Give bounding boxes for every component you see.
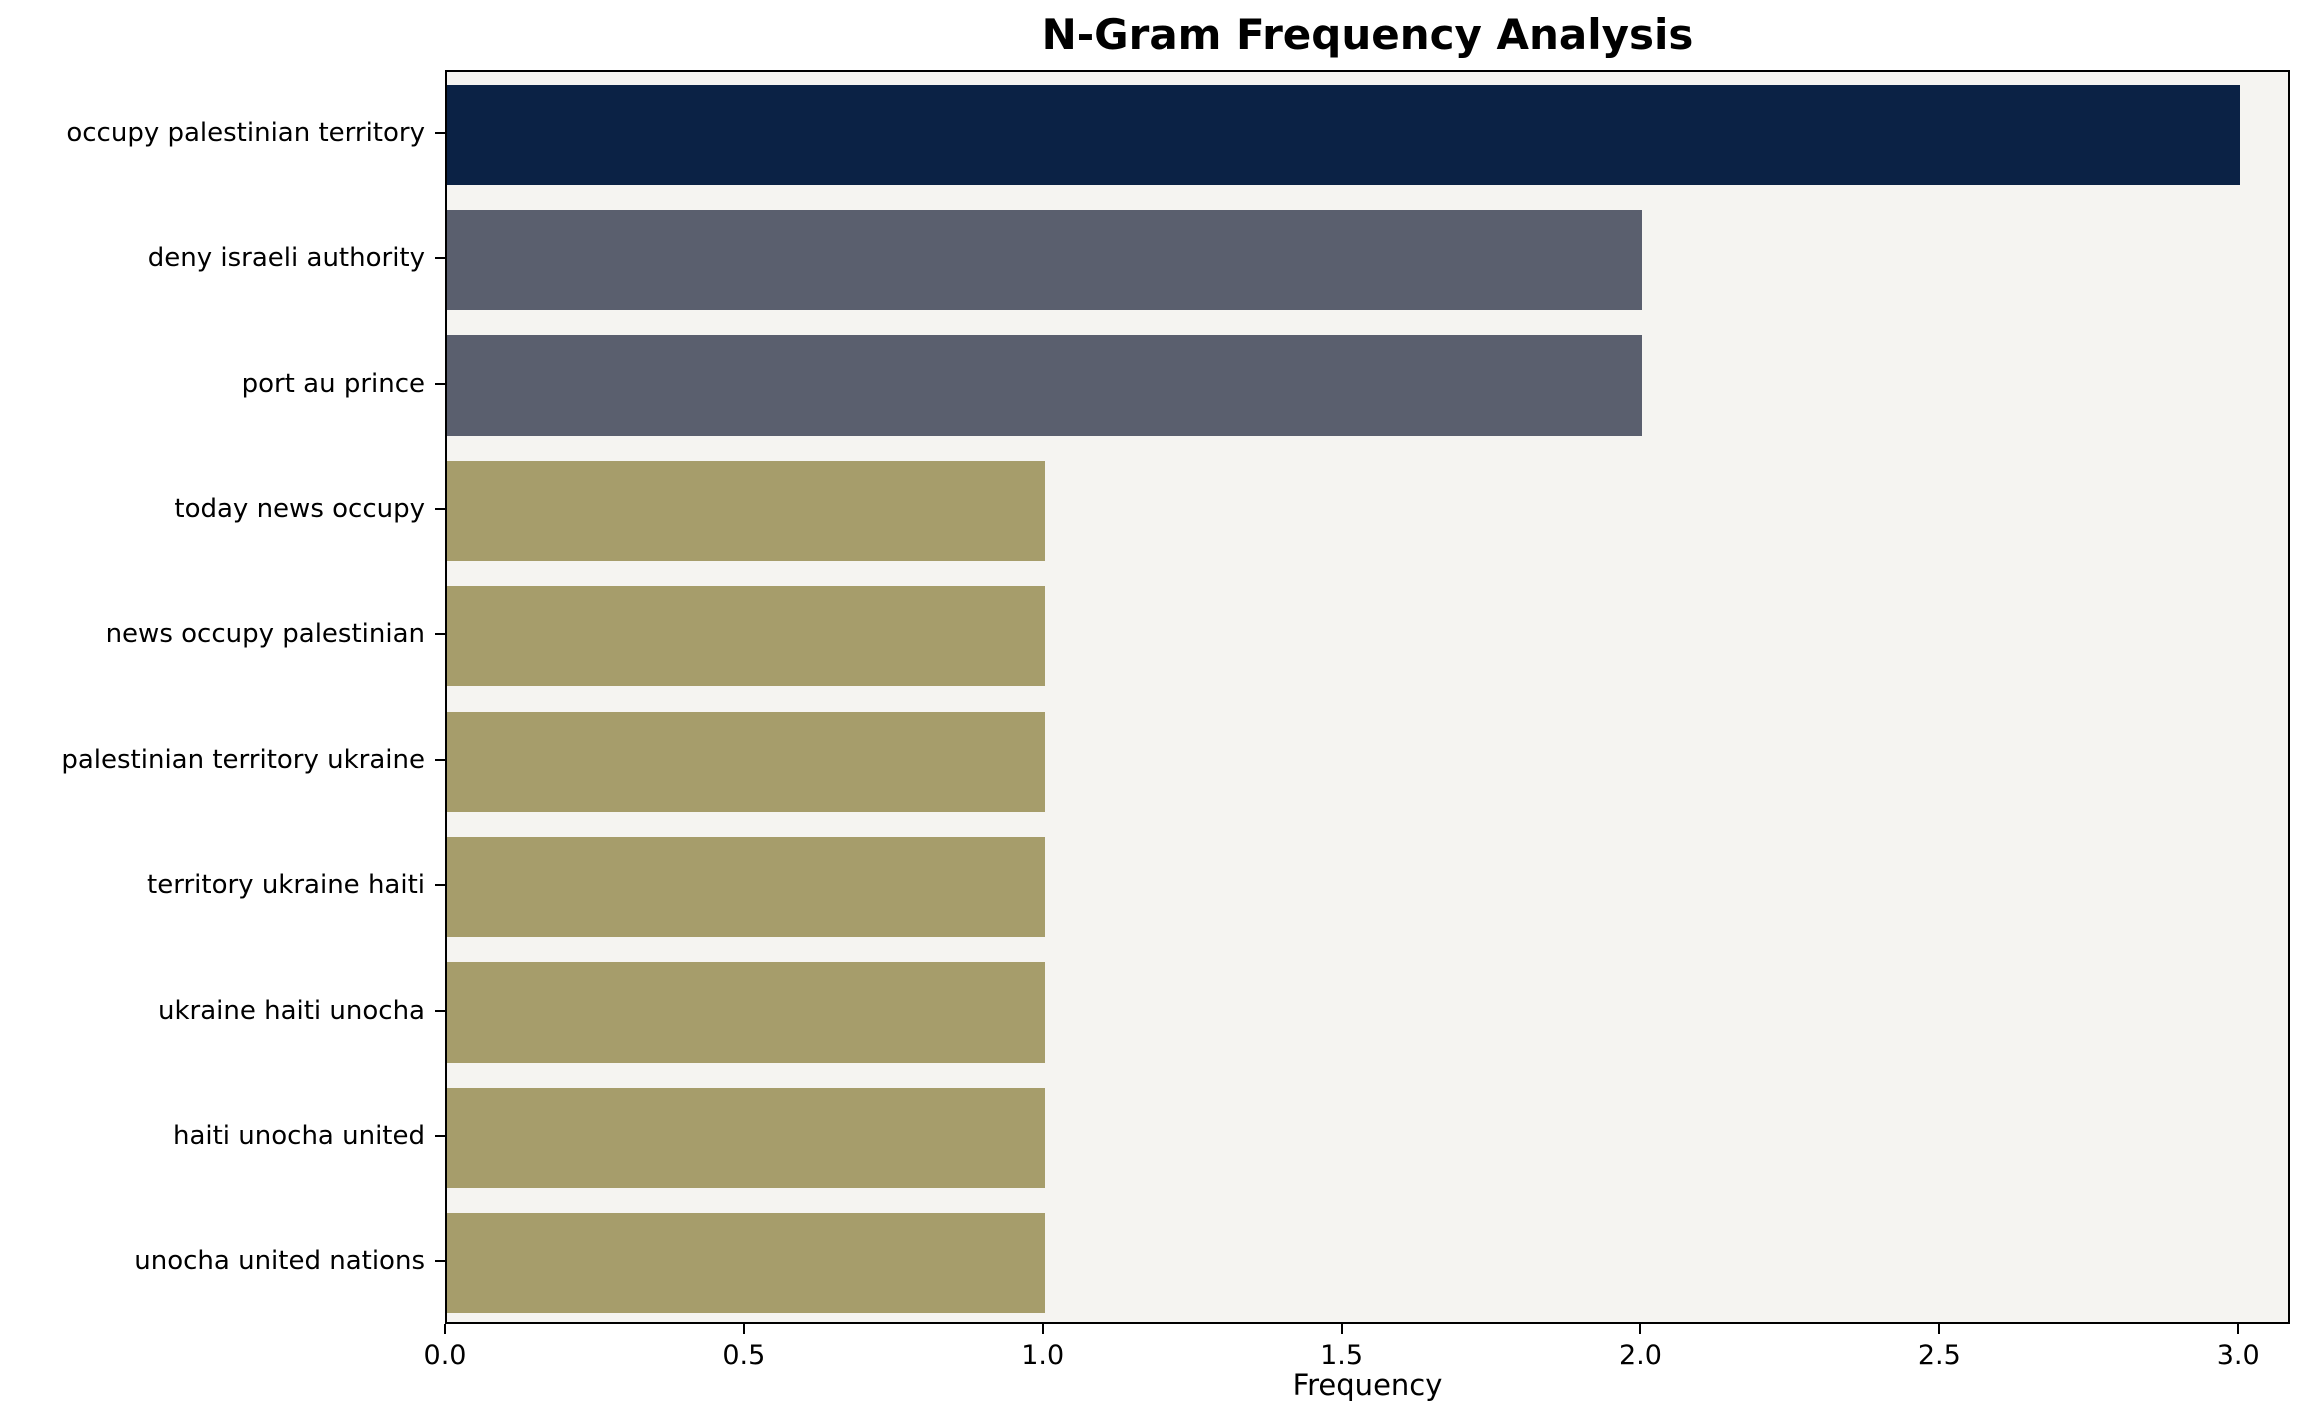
y-tick-mark xyxy=(435,1260,445,1263)
y-tick-mark xyxy=(435,1009,445,1012)
y-tick-label: occupy palestinian territory xyxy=(66,117,425,148)
bar xyxy=(447,836,1045,938)
y-tick-mark xyxy=(435,1134,445,1137)
bar xyxy=(447,586,1045,687)
y-tick-mark xyxy=(435,257,445,260)
y-tick-mark xyxy=(435,758,445,761)
x-tick-label: 0.5 xyxy=(722,1340,766,1371)
y-tick-label: news occupy palestinian xyxy=(105,619,425,650)
y-tick-label: deny israeli authority xyxy=(147,243,425,274)
bar xyxy=(447,1087,1045,1189)
plot-area xyxy=(445,70,2290,1324)
bar xyxy=(447,335,1643,436)
y-tick-mark xyxy=(435,382,445,385)
bar xyxy=(447,84,2241,185)
x-tick-mark xyxy=(742,1324,745,1334)
bar xyxy=(447,711,1045,812)
y-tick-mark xyxy=(435,884,445,887)
y-tick-label: today news occupy xyxy=(174,493,425,524)
x-tick-mark xyxy=(1041,1324,1044,1334)
x-tick-label: 1.5 xyxy=(1320,1340,1364,1371)
x-tick-mark xyxy=(1938,1324,1941,1334)
x-axis-title: Frequency xyxy=(1292,1368,1443,1402)
x-tick-label: 2.5 xyxy=(1917,1340,1961,1371)
y-tick-mark xyxy=(435,633,445,636)
bar xyxy=(447,962,1045,1063)
y-tick-label: palestinian territory ukraine xyxy=(61,744,425,775)
y-tick-label: territory ukraine haiti xyxy=(147,870,425,901)
y-tick-label: haiti unocha united xyxy=(172,1120,425,1151)
y-tick-mark xyxy=(435,507,445,510)
x-tick-mark xyxy=(1639,1324,1642,1334)
x-tick-mark xyxy=(1340,1324,1343,1334)
bar xyxy=(447,1213,1045,1314)
x-tick-label: 2.0 xyxy=(1618,1340,1662,1371)
x-tick-mark xyxy=(2237,1324,2240,1334)
x-tick-mark xyxy=(444,1324,446,1334)
x-tick-label: 1.0 xyxy=(1021,1340,1065,1371)
bar xyxy=(447,209,1643,311)
y-tick-label: port au prince xyxy=(241,368,425,399)
y-tick-label: unocha united nations xyxy=(134,1246,425,1277)
chart-title: N-Gram Frequency Analysis xyxy=(1041,10,1694,59)
x-tick-label: 3.0 xyxy=(2216,1340,2260,1371)
x-tick-label: 0.0 xyxy=(423,1340,467,1371)
bar xyxy=(447,460,1045,562)
y-tick-mark xyxy=(435,131,445,134)
y-tick-label: ukraine haiti unocha xyxy=(157,995,425,1026)
